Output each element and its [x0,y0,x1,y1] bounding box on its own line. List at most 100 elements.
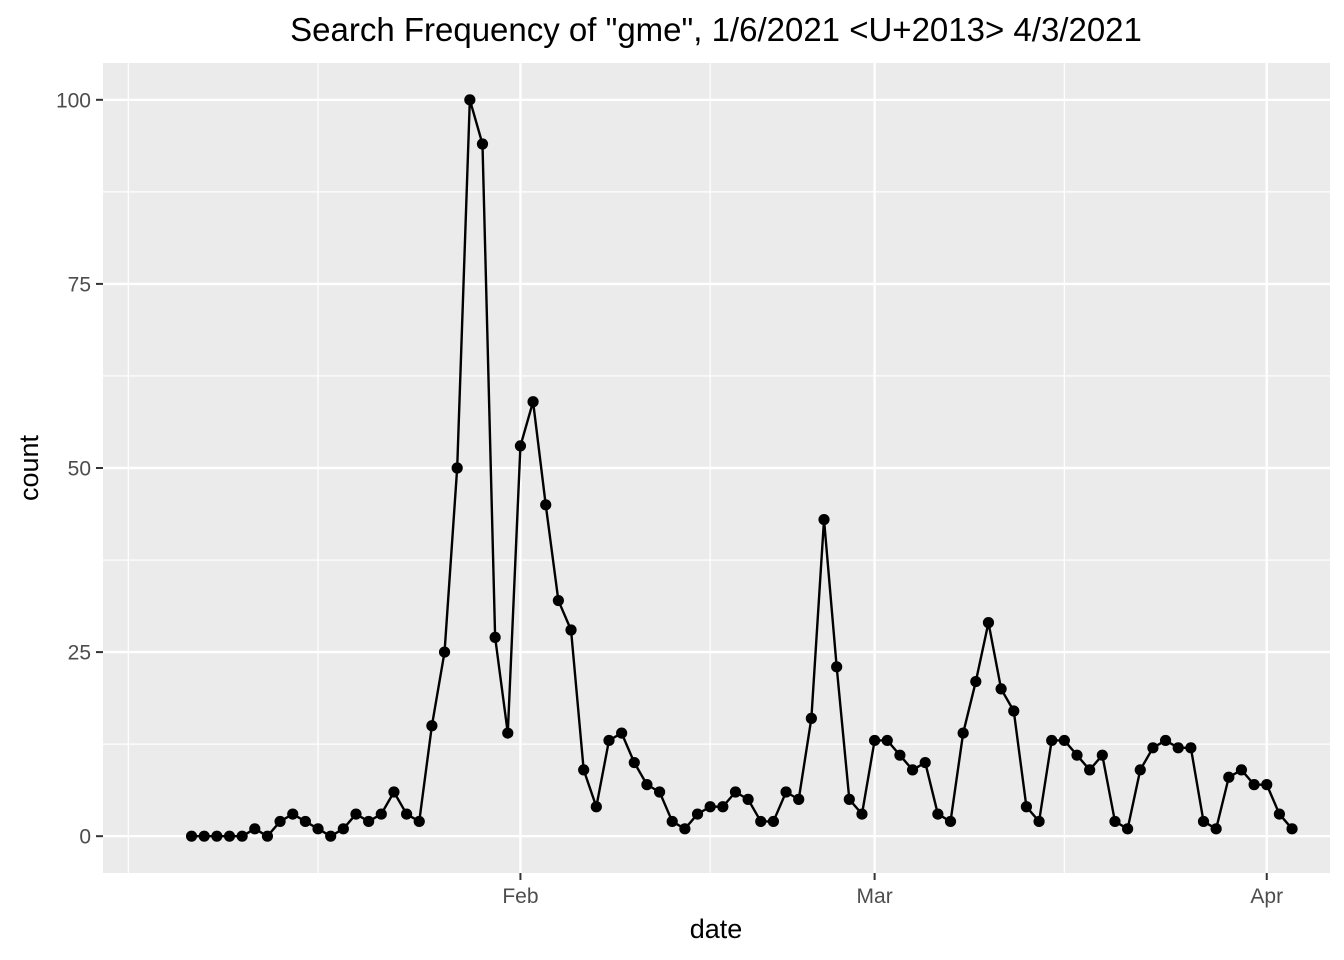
data-point [1159,734,1172,747]
data-point [236,830,248,842]
data-point [767,815,780,828]
data-point [1071,749,1083,761]
data-point [1134,764,1146,776]
data-point [894,749,906,761]
data-point [1273,808,1285,820]
data-point [1020,801,1033,813]
data-point [970,675,982,688]
data-point [489,631,501,643]
y-tick-label: 50 [68,458,91,481]
data-point [1109,815,1121,828]
data-point [1008,705,1020,717]
data-point [413,815,425,828]
data-point [717,801,729,813]
data-point [565,624,577,636]
data-point [312,823,324,835]
data-point [679,823,691,835]
y-axis-title: count [14,434,44,501]
data-point [704,801,716,813]
data-point [793,793,805,805]
data-point [1210,823,1222,835]
data-point [249,823,261,835]
data-point [1223,771,1235,783]
data-point [299,815,311,828]
data-point [641,779,653,791]
x-axis-title: date [690,914,743,944]
data-point [502,727,514,739]
data-point [805,712,817,724]
data-point [755,815,767,828]
data-point [729,786,742,798]
data-point [375,808,387,820]
data-point [1185,742,1197,754]
data-point [274,815,286,828]
chart-title: Search Frequency of "gme", 1/6/2021 <U+2… [290,11,1142,48]
plot-area: 0 25 50 75 100 Feb Mar Apr [56,63,1330,908]
data-point [932,808,944,820]
data-point [1261,779,1273,791]
data-point [856,808,868,820]
data-point [223,830,236,842]
data-point [1286,823,1298,835]
data-point [1033,815,1045,828]
data-point [780,786,792,798]
data-point [957,727,969,739]
data-point [261,830,274,842]
data-point [590,801,602,813]
data-point [628,756,640,769]
data-point [1248,779,1260,791]
data-point [666,815,678,828]
data-point [906,764,919,776]
data-point [944,815,957,828]
data-point [1096,749,1108,761]
data-point [476,138,489,150]
data-point [1197,815,1210,828]
x-tick-label: Apr [1250,885,1283,908]
data-point [831,661,843,673]
data-point [438,646,451,658]
data-point [1046,734,1058,747]
data-point [603,734,615,747]
data-point [1084,764,1096,776]
data-point [426,720,438,732]
y-tick-label: 100 [56,89,91,112]
data-point [742,793,754,805]
data-point [843,793,855,805]
x-tick-label: Feb [502,885,538,908]
data-point [982,617,995,629]
data-point [464,94,476,106]
data-point [211,830,223,842]
data-point [995,683,1007,695]
y-tick-label: 75 [68,273,91,296]
y-tick-label: 25 [68,642,91,665]
data-point [1172,742,1184,754]
data-point [881,734,893,747]
data-point [653,786,666,798]
data-point [451,462,463,474]
data-point [363,815,375,828]
data-point [198,830,210,842]
data-point [185,830,198,842]
data-point [1235,764,1248,776]
data-point [337,823,349,835]
data-point [616,727,628,739]
data-point [514,440,527,452]
data-point [400,808,413,820]
y-tick-label: 0 [79,826,91,849]
data-point [578,764,590,776]
series-line [191,98,1293,838]
x-tick-label: Mar [857,885,893,908]
data-point [325,830,337,842]
data-point [1122,823,1134,835]
data-point [818,513,830,526]
data-point [527,396,539,408]
data-point [691,808,704,820]
data-point [869,734,881,747]
data-point [388,786,400,798]
data-point [919,756,931,769]
data-point [287,808,299,820]
data-point [540,499,552,511]
data-point [350,808,362,820]
data-point [1058,734,1070,747]
